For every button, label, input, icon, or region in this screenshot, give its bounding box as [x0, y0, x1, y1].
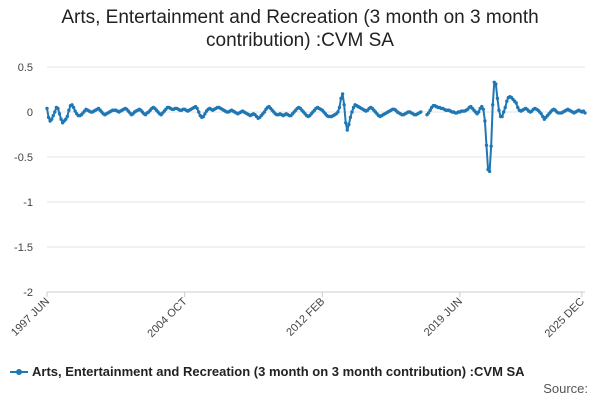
data-point	[351, 105, 356, 110]
data-point	[73, 109, 77, 113]
data-point	[428, 108, 432, 112]
data-point	[476, 110, 481, 114]
source-label: Source:	[543, 381, 588, 396]
series-points	[45, 80, 587, 174]
data-point	[49, 117, 54, 121]
data-point	[70, 103, 74, 107]
data-point	[197, 110, 201, 114]
axes	[46, 291, 585, 297]
y-tick-label: 0.5	[18, 62, 33, 74]
x-tick-labels: 1997 JUN 2004 OCT 2012 FEB 2019 JUN 2025 DEC	[9, 295, 587, 340]
data-point	[583, 111, 587, 115]
data-point	[494, 82, 498, 86]
y-tick-label: -1.5	[14, 242, 33, 254]
y-tick-labels: 0.5 0 -0.5 -1 -1.5 -2	[14, 62, 33, 299]
data-point	[46, 115, 51, 120]
series-lines	[46, 81, 586, 173]
data-point	[337, 105, 342, 110]
y-tick-label: -2	[23, 287, 33, 299]
chart-title-line-2: contribution) :CVM SA	[206, 30, 394, 51]
data-point	[516, 105, 520, 110]
data-point	[514, 101, 518, 105]
data-point	[487, 169, 492, 174]
data-point	[348, 115, 353, 120]
data-point	[541, 114, 545, 119]
data-point	[203, 112, 207, 116]
data-point	[495, 96, 500, 101]
y-tick-label: -1	[23, 197, 33, 209]
data-point	[497, 108, 501, 112]
data-point	[51, 113, 55, 118]
data-point	[342, 103, 346, 107]
data-point	[501, 110, 506, 114]
data-point	[505, 99, 509, 103]
data-point	[201, 114, 206, 119]
data-point	[491, 103, 495, 107]
data-point	[344, 121, 348, 125]
data-point	[71, 105, 76, 110]
y-tick-label: -0.5	[14, 152, 33, 164]
chart-title-line-1: Arts, Entertainment and Recreation (3 mo…	[61, 7, 539, 28]
x-tick-label: 2012 FEB	[284, 296, 327, 339]
data-point	[480, 104, 484, 109]
x-tick-label: 2004 OCT	[145, 295, 190, 340]
data-point	[65, 114, 70, 119]
data-point	[336, 110, 340, 114]
data-point	[59, 117, 63, 121]
data-point	[503, 105, 507, 110]
series-line	[426, 81, 586, 173]
grid-lines	[47, 66, 585, 293]
data-point	[500, 114, 504, 119]
x-tick-label: 2025 DEC	[543, 296, 587, 340]
data-point	[419, 110, 423, 114]
data-point	[45, 106, 49, 111]
chart-title: Arts, Entertainment and Recreation (3 mo…	[0, 6, 600, 52]
data-point	[484, 143, 489, 147]
x-tick-label: 1997 JUN	[9, 296, 52, 339]
data-point	[489, 144, 493, 148]
data-point	[56, 106, 60, 111]
data-point	[262, 110, 267, 114]
legend-marker-icon	[10, 367, 28, 377]
data-point	[481, 107, 486, 112]
chart-legend[interactable]: Arts, Entertainment and Recreation (3 mo…	[10, 364, 590, 379]
data-point	[347, 122, 351, 127]
data-point	[483, 119, 487, 123]
data-point	[53, 110, 57, 114]
x-tick-label: 2019 JUN	[422, 296, 465, 339]
data-point	[539, 112, 543, 116]
legend-label: Arts, Entertainment and Recreation (3 mo…	[32, 364, 525, 379]
data-point	[64, 117, 68, 121]
data-point	[195, 106, 199, 111]
data-point	[350, 110, 354, 114]
data-point	[426, 111, 431, 115]
data-point	[345, 128, 349, 132]
data-point	[339, 96, 343, 101]
data-point	[57, 112, 62, 116]
data-point	[340, 92, 345, 96]
data-point	[67, 108, 71, 112]
y-tick-label: 0	[27, 107, 33, 119]
